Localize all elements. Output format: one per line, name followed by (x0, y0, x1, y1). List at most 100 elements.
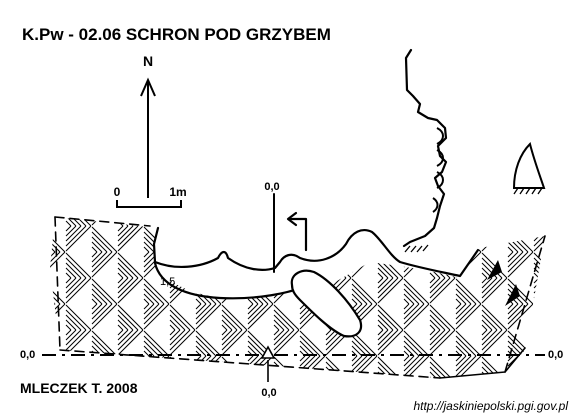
hatch-stroke (325, 225, 337, 237)
hatch-stroke (507, 217, 529, 221)
hatch-stroke (300, 200, 310, 210)
hatch-stroke (248, 200, 263, 215)
hatch-stroke (117, 277, 139, 299)
hatch-stroke (507, 231, 529, 253)
hatch-stroke (91, 330, 118, 357)
hatch-stroke (50, 251, 51, 263)
hatch-stroke (143, 303, 170, 330)
hatch-stroke (117, 329, 144, 356)
hatch-stroke (507, 246, 514, 253)
hatch-stroke (378, 382, 388, 392)
rock-boundary-top (54, 216, 151, 227)
hatch-stroke (533, 272, 540, 279)
hatch-stroke (195, 303, 212, 320)
hatch-stroke (221, 329, 243, 351)
hatch-stroke (507, 355, 534, 378)
hatch-stroke (117, 277, 144, 304)
hatch-stroke (481, 309, 503, 331)
hatch-stroke (481, 277, 498, 294)
hatch-stroke (429, 324, 436, 331)
hatch-stroke (221, 329, 228, 336)
hatch-stroke (143, 355, 160, 372)
hatch-stroke (481, 225, 493, 237)
hatch-stroke (455, 355, 477, 377)
cave-lower-wall (153, 261, 302, 300)
hatch-stroke (455, 303, 477, 325)
hatch-stroke (507, 241, 519, 253)
hatch-stroke (273, 225, 295, 247)
hatch-stroke (351, 355, 363, 367)
hatch-stroke (196, 383, 221, 408)
hatch-stroke (273, 277, 285, 289)
hatch-stroke (403, 251, 425, 273)
hatch-stroke (377, 309, 399, 331)
hatch-stroke (273, 366, 290, 378)
hatch-stroke (221, 309, 243, 331)
hatch-stroke (222, 382, 247, 407)
hatch-stroke (430, 382, 435, 387)
hatch-stroke (117, 329, 124, 336)
hatch-stroke (403, 355, 425, 377)
cave-walls (54, 48, 546, 379)
hatch-stroke (195, 246, 202, 253)
hatch-stroke (403, 303, 425, 325)
hatch-stroke (247, 251, 264, 268)
hatch-stroke (247, 303, 274, 330)
hatch-stroke (195, 298, 202, 305)
hatch-stroke (170, 382, 175, 387)
hatch-stroke (169, 366, 186, 378)
hatch-stroke (325, 272, 332, 279)
hatch-stroke (299, 251, 321, 273)
hatch-stroke (169, 220, 176, 227)
hatch-stroke (169, 329, 196, 356)
hatch-stroke (455, 303, 467, 315)
hatch-stroke (273, 225, 300, 252)
hatch-stroke (91, 217, 113, 221)
hatch-stroke (117, 272, 124, 279)
hatch-stroke (533, 329, 545, 346)
hatch-stroke (482, 382, 497, 397)
hatch-stroke (300, 403, 305, 408)
hatch-stroke (403, 303, 420, 320)
hatch-stroke (378, 382, 393, 397)
hatch-stroke (40, 356, 45, 361)
hatch-stroke (117, 277, 129, 289)
hatch-stroke (378, 382, 398, 402)
hatch-stroke (273, 319, 285, 331)
hatch-stroke (195, 355, 217, 377)
hatch-stroke (143, 303, 165, 325)
hatch-stroke (117, 277, 134, 294)
hatch-stroke (169, 319, 181, 331)
hatch-stroke (65, 277, 77, 289)
hatch-stroke (50, 217, 66, 226)
hatch-stroke (50, 355, 61, 377)
hatch-stroke (455, 298, 462, 305)
hatch-stroke (377, 361, 399, 378)
hatch-stroke (91, 278, 118, 305)
hatch-stroke (351, 246, 358, 253)
hatch-stroke (533, 277, 540, 284)
hatch-stroke (429, 225, 456, 252)
hatch-stroke (377, 267, 389, 279)
hatch-stroke (299, 355, 311, 367)
hatch-stroke (377, 329, 399, 351)
hatch-stroke (169, 371, 181, 378)
hatch-stroke (92, 200, 97, 205)
hatch-stroke (65, 356, 92, 378)
hatch-stroke (221, 272, 228, 279)
hatch-stroke (195, 303, 217, 325)
hatch-stroke (430, 382, 445, 397)
hatch-stroke (221, 217, 233, 227)
hatch-stroke (92, 398, 102, 408)
hatch-stroke (403, 217, 430, 226)
hatch-stroke (50, 335, 61, 357)
entrance-arrow (288, 217, 308, 252)
hatch-stroke (507, 355, 514, 362)
hatch-stroke (299, 335, 321, 357)
hatch-stroke (144, 398, 154, 408)
hatch-stroke (195, 251, 217, 273)
hatch-stroke (248, 403, 253, 408)
hatch-stroke (533, 366, 545, 378)
hatch-stroke (195, 241, 207, 253)
hatch-stroke (65, 252, 92, 279)
